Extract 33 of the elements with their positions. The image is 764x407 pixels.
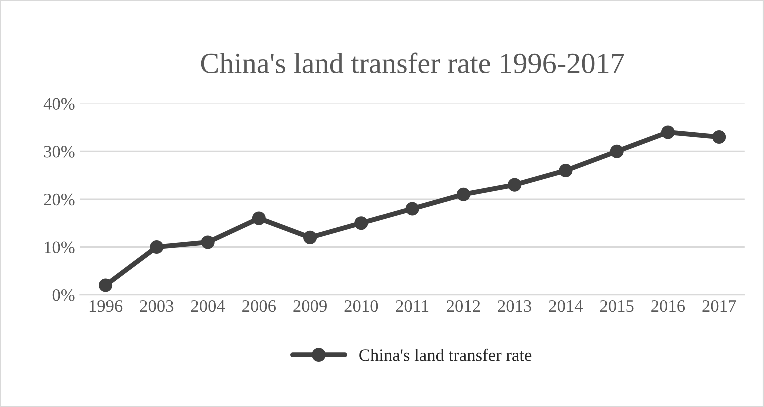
y-tick-label: 0% <box>52 290 75 302</box>
point <box>150 240 164 254</box>
legend-label: China's land transfer rate <box>360 348 532 362</box>
x-tick-label: 2016 <box>652 300 686 312</box>
x-tick-label: 2006 <box>242 300 276 312</box>
x-tick-label: 2009 <box>294 300 327 312</box>
chart-title: China's land transfer rate 1996-2017 <box>201 52 624 74</box>
point <box>201 236 215 250</box>
x-tick-label: 2011 <box>396 300 429 312</box>
x-tick-label: 2004 <box>191 300 226 312</box>
y-tick-label: 20% <box>44 194 75 206</box>
x-tick-label: 1996 <box>90 300 123 312</box>
y-tick-label: 30% <box>44 146 75 158</box>
point <box>712 130 726 144</box>
point <box>406 202 420 216</box>
point <box>354 216 368 230</box>
y-tick-label: 40% <box>44 98 75 110</box>
y-tick-label: 10% <box>45 242 75 254</box>
x-tick-label: 2012 <box>447 300 480 312</box>
x-tick-label: 2015 <box>600 300 634 312</box>
x-tick-label: 2013 <box>498 300 532 312</box>
x-tick-label: 2010 <box>344 300 378 312</box>
point <box>456 188 470 202</box>
point <box>610 144 624 158</box>
point <box>304 230 318 244</box>
point <box>99 278 113 292</box>
point <box>559 164 573 178</box>
x-tick-label: 2003 <box>140 300 174 312</box>
x-tick-label: 2014 <box>549 300 584 312</box>
point <box>508 178 522 192</box>
point <box>661 126 675 140</box>
x-tick-label: 2017 <box>702 300 736 312</box>
point <box>252 212 266 226</box>
